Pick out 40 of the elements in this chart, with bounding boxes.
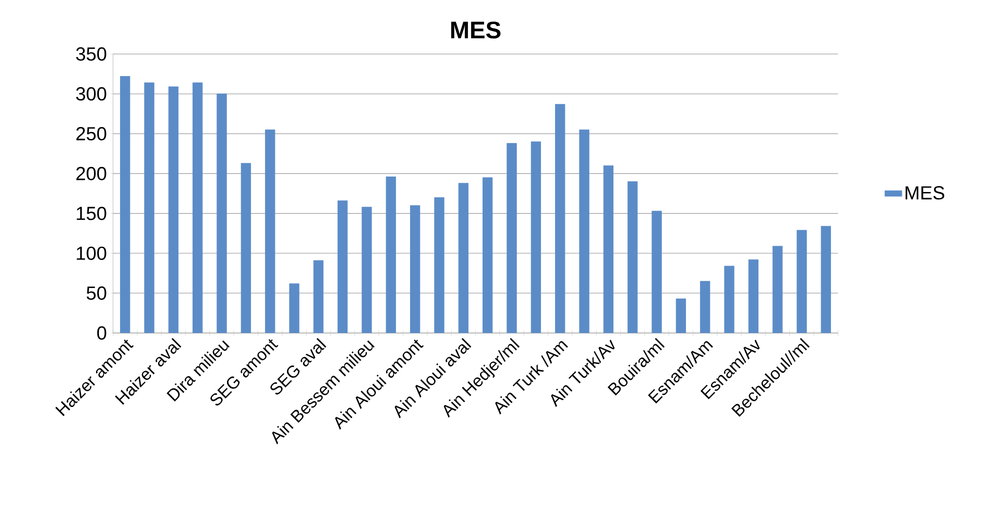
bar (796, 230, 807, 333)
bar (724, 266, 734, 333)
bar (700, 280, 710, 333)
y-tick-label: 150 (76, 206, 106, 220)
bar (579, 130, 590, 333)
bar (192, 82, 203, 333)
bar (313, 260, 324, 333)
bar (240, 162, 251, 333)
y-tick-label: 100 (76, 246, 106, 260)
y-tick-label: 250 (76, 127, 106, 140)
bar (603, 165, 614, 333)
y-tick-label: 50 (86, 286, 106, 300)
bar (144, 82, 154, 333)
bar (410, 205, 420, 333)
bar (362, 206, 372, 333)
bar (820, 226, 831, 333)
chart-title: MES (451, 22, 500, 38)
bar (506, 143, 517, 333)
y-tick-label: 300 (76, 87, 106, 101)
y-tick-label: 200 (76, 166, 106, 180)
bar (216, 94, 227, 333)
bar (772, 246, 783, 333)
bar (168, 86, 178, 333)
bar (265, 130, 276, 333)
bar (289, 283, 300, 333)
legend-label: MES (906, 186, 944, 200)
bar (338, 200, 348, 333)
bar (458, 182, 468, 333)
bar (482, 177, 493, 333)
bar (120, 76, 130, 333)
bar (676, 298, 686, 333)
bar (386, 176, 396, 333)
bar (434, 197, 444, 333)
bar (530, 141, 541, 333)
bar (555, 104, 566, 333)
bar (628, 181, 638, 333)
bar (748, 259, 758, 333)
y-tick-label: 350 (76, 47, 106, 61)
y-tick-label: 0 (97, 326, 106, 340)
bar (652, 210, 662, 333)
